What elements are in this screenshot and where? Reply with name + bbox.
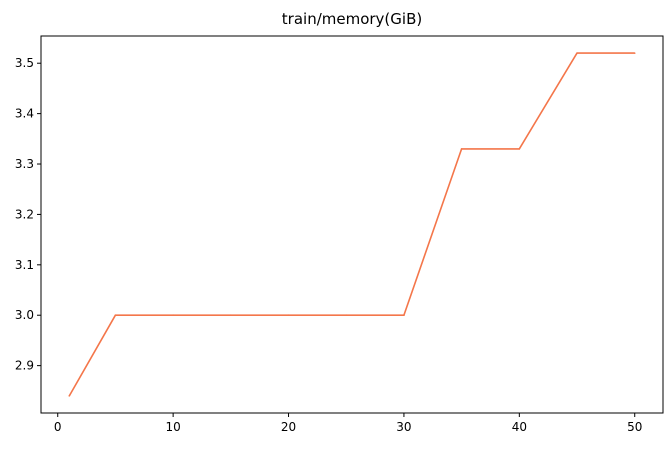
series-line bbox=[68, 52, 635, 397]
y-axis: 2.9 3.0 3.1 3.2 3.3 3.4 3.5 bbox=[15, 56, 41, 373]
data-point bbox=[403, 314, 405, 317]
data-point bbox=[114, 314, 117, 317]
chart-title: train/memory(GiB) bbox=[282, 10, 422, 28]
y-tick-label: 3.2 bbox=[15, 207, 34, 221]
data-point bbox=[633, 52, 636, 54]
x-tick-label: 50 bbox=[627, 420, 642, 434]
data-point bbox=[345, 314, 348, 317]
x-tick-label: 10 bbox=[165, 420, 180, 434]
x-tick-label: 0 bbox=[54, 420, 62, 434]
x-axis: 0 10 20 30 40 50 bbox=[54, 413, 642, 434]
x-tick-label: 30 bbox=[396, 420, 411, 434]
y-tick-label: 3.3 bbox=[15, 157, 34, 171]
y-tick-label: 3.0 bbox=[15, 308, 34, 322]
data-point bbox=[576, 52, 578, 54]
data-point bbox=[287, 314, 290, 317]
data-point bbox=[460, 148, 463, 150]
plot-frame bbox=[40, 35, 664, 414]
y-tick-label: 2.9 bbox=[15, 359, 34, 373]
data-point bbox=[68, 395, 71, 397]
y-tick-label: 3.1 bbox=[15, 258, 34, 272]
x-tick-label: 20 bbox=[281, 420, 296, 434]
series-layer bbox=[68, 52, 636, 397]
data-point bbox=[230, 314, 232, 317]
x-tick-label: 40 bbox=[512, 420, 527, 434]
y-tick-label: 3.4 bbox=[15, 107, 34, 121]
data-point bbox=[518, 148, 521, 150]
y-tick-label: 3.5 bbox=[15, 56, 34, 70]
data-point bbox=[172, 314, 174, 317]
